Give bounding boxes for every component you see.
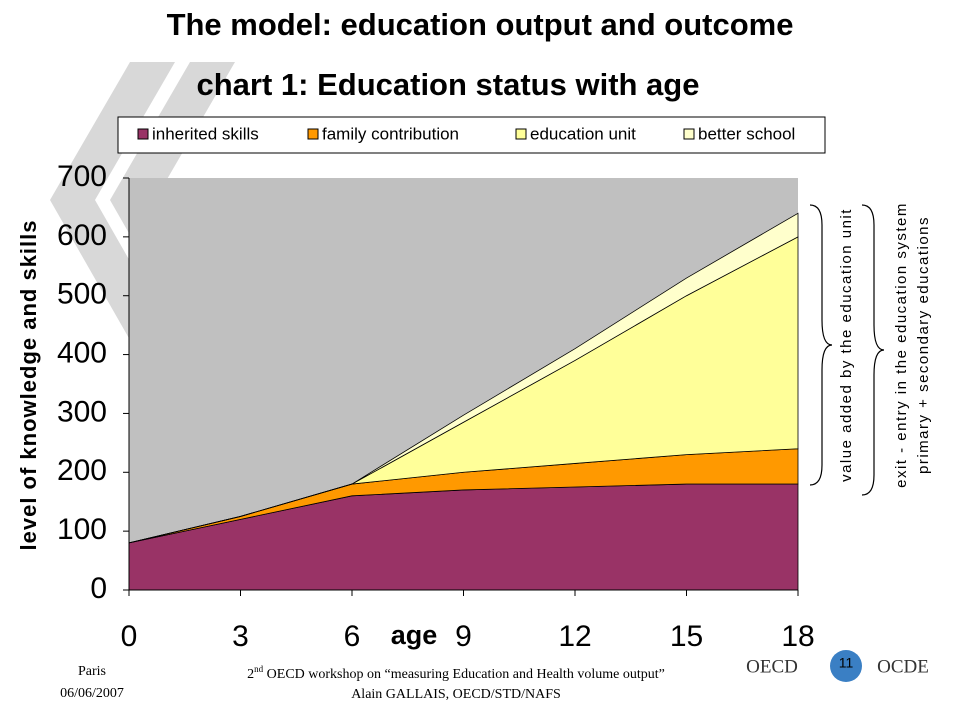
x-axis-label: age xyxy=(391,620,438,650)
footer-author: Alain GALLAIS, OECD/STD/NAFS xyxy=(351,687,561,702)
chart-title: chart 1: Education status with age xyxy=(197,67,700,102)
legend-label: inherited skills xyxy=(152,124,259,143)
annotation: value added by the education unit xyxy=(838,208,855,482)
workshop-number: 2 xyxy=(247,667,254,682)
legend-box xyxy=(117,116,826,154)
brace xyxy=(861,204,885,496)
x-tick-label: 12 xyxy=(558,620,591,653)
y-tick-label: 400 xyxy=(57,336,107,369)
legend-swatch xyxy=(683,128,695,140)
legend-swatch xyxy=(515,128,527,140)
y-tick-label: 0 xyxy=(90,572,107,605)
y-tick-label: 600 xyxy=(57,219,107,252)
x-tick-label: 6 xyxy=(344,620,361,653)
y-tick-label: 500 xyxy=(57,278,107,311)
x-tick-label: 0 xyxy=(121,620,138,653)
y-tick-label: 100 xyxy=(57,513,107,546)
brace xyxy=(809,204,833,486)
footer-place: Paris xyxy=(78,664,106,679)
page-number: 11 xyxy=(839,655,854,671)
x-tick-label: 3 xyxy=(232,620,249,653)
y-tick-label: 700 xyxy=(57,160,107,193)
area xyxy=(128,212,799,544)
workshop-suffix: nd xyxy=(254,664,264,674)
x-tick-label: 18 xyxy=(781,620,814,653)
legend-swatch xyxy=(137,128,149,140)
footer-date: 06/06/2007 xyxy=(60,686,124,701)
logo-left: OECD xyxy=(746,656,798,677)
legend-label: better school xyxy=(698,124,795,143)
x-tick-label: 15 xyxy=(670,620,703,653)
y-tick-label: 300 xyxy=(57,395,107,428)
workshop-text: OECD workshop on “measuring Education an… xyxy=(263,667,665,682)
annotation: primary + secondary educations xyxy=(915,216,932,474)
legend-swatch xyxy=(307,128,319,140)
logo-right: OCDE xyxy=(877,656,929,677)
page-badge xyxy=(830,650,862,682)
x-tick-label: 9 xyxy=(455,620,472,653)
legend-label: education unit xyxy=(530,124,636,143)
slide-title: The model: education output and outcome xyxy=(167,7,794,42)
y-tick-label: 200 xyxy=(57,454,107,487)
annotation: exit - entry in the education system xyxy=(893,202,910,488)
legend-label: family contribution xyxy=(322,124,459,143)
y-axis-label: level of knowledge and skills xyxy=(16,220,41,551)
footer-workshop: 2nd OECD workshop on “measuring Educatio… xyxy=(247,664,665,682)
